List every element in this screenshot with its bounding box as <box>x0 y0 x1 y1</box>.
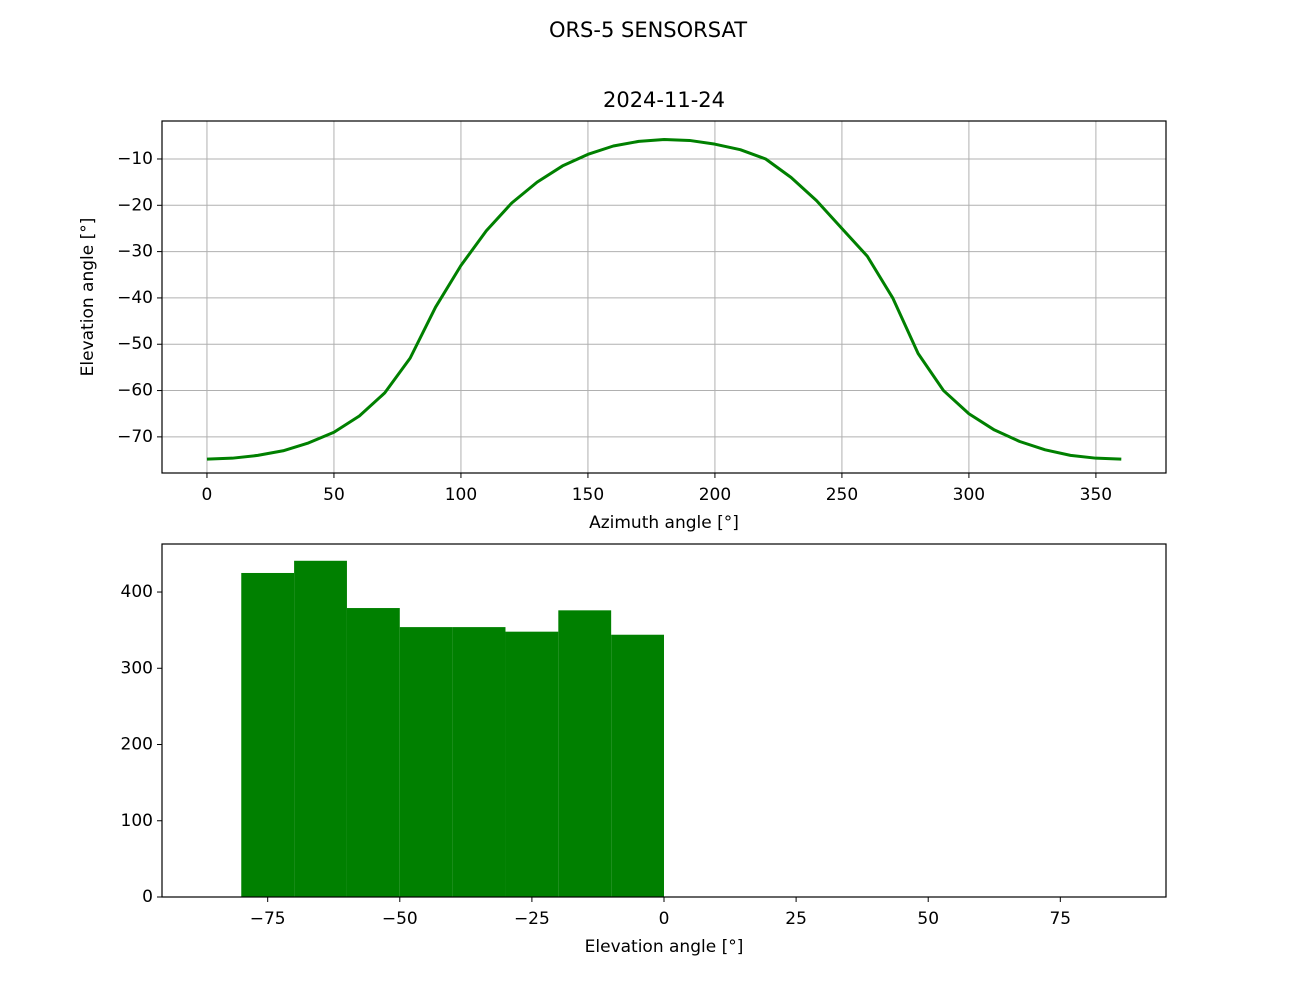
x-axis-label: Elevation angle [°] <box>585 937 744 957</box>
bar <box>505 631 559 897</box>
x-tick-label: 50 <box>323 485 345 505</box>
x-tick-label: 350 <box>1080 485 1112 505</box>
x-tick-label: −75 <box>250 909 286 929</box>
subplot-title: 2024-11-24 <box>603 88 725 112</box>
y-axis-label: Elevation angle [°] <box>78 218 98 377</box>
x-tick-label: 0 <box>659 909 670 929</box>
y-tick-label: −60 <box>117 381 153 401</box>
axes-frame <box>161 120 1167 474</box>
y-tick-label: −30 <box>117 242 153 262</box>
bar <box>452 627 506 897</box>
x-tick-label: 75 <box>1049 909 1071 929</box>
y-tick-label: −10 <box>117 149 153 169</box>
figure-title: ORS-5 SENSORSAT <box>549 18 747 42</box>
bar <box>241 572 295 897</box>
x-tick-label: 150 <box>572 485 604 505</box>
bar <box>294 560 347 897</box>
y-tick-label: 400 <box>121 582 153 602</box>
y-tick-label: −20 <box>117 195 153 215</box>
y-tick-label: −70 <box>117 427 153 447</box>
bar <box>346 608 400 897</box>
bar <box>558 610 612 897</box>
y-tick-label: 300 <box>121 658 153 678</box>
y-tick-label: 0 <box>142 887 153 907</box>
x-tick-label: −25 <box>514 909 550 929</box>
x-tick-label: −50 <box>382 909 418 929</box>
x-tick-label: 0 <box>202 485 213 505</box>
axes-frame <box>161 543 1167 898</box>
x-tick-label: 50 <box>917 909 939 929</box>
y-tick-label: 100 <box>121 811 153 831</box>
y-tick-label: −50 <box>117 334 153 354</box>
y-tick-label: −40 <box>117 288 153 308</box>
x-tick-label: 200 <box>699 485 731 505</box>
bar <box>399 627 453 897</box>
line <box>206 138 1122 461</box>
x-tick-label: 300 <box>953 485 985 505</box>
x-tick-label: 250 <box>826 485 858 505</box>
bar <box>611 634 664 897</box>
x-axis-label: Azimuth angle [°] <box>589 513 739 533</box>
x-tick-label: 100 <box>445 485 477 505</box>
y-tick-label: 200 <box>121 735 153 755</box>
x-tick-label: 25 <box>785 909 807 929</box>
